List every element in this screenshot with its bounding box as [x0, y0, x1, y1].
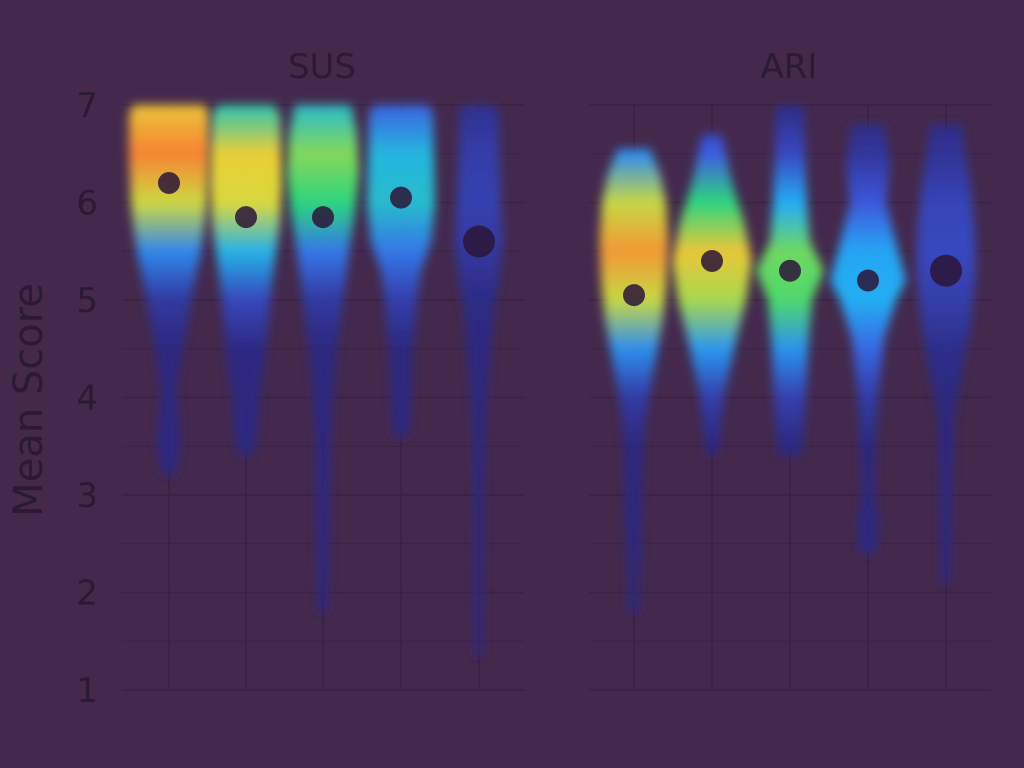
- violin-ari-2: [672, 134, 752, 456]
- violin-body-ari-4: [830, 124, 906, 554]
- violin-body-ari-2: [672, 134, 752, 456]
- panel-title-sus: SUS: [288, 47, 356, 87]
- median-point-ari-2: [701, 250, 723, 272]
- y-tick-label-6: 6: [76, 184, 98, 224]
- violin-sus-2: [210, 105, 282, 456]
- median-point-ari-1: [623, 284, 645, 307]
- panel-title-ari: ARI: [761, 47, 818, 87]
- panel-sus-violins: [129, 105, 503, 656]
- violin-body-ari-1: [599, 148, 669, 612]
- median-point-sus-3: [312, 206, 334, 229]
- violin-ari-4: [830, 124, 906, 554]
- y-tick-label-5: 5: [76, 281, 98, 321]
- violin-ari-5: [916, 124, 976, 583]
- median-point-sus-4: [390, 186, 412, 209]
- y-tick-label-1: 1: [76, 671, 98, 711]
- y-tick-label-7: 7: [76, 86, 98, 126]
- violin-sus-4: [367, 105, 435, 437]
- y-axis-label: Mean Score: [6, 283, 52, 517]
- violin-body-sus-3: [287, 105, 359, 612]
- violin-sus-1: [129, 105, 209, 476]
- violin-body-sus-4: [367, 105, 435, 437]
- median-point-ari-3: [779, 259, 801, 282]
- y-tick-label-4: 4: [76, 379, 98, 419]
- median-point-ari-5: [930, 254, 962, 287]
- y-tick-label-3: 3: [76, 476, 98, 516]
- violin-sus-3: [287, 105, 359, 612]
- median-point-sus-1: [158, 172, 180, 194]
- median-point-ari-4: [857, 269, 879, 292]
- y-tick-label-2: 2: [76, 574, 98, 614]
- violin-sus-5: [455, 105, 503, 656]
- violin-body-sus-1: [129, 105, 209, 476]
- violin-body-ari-5: [916, 124, 976, 583]
- y-axis-title: Mean Score: [6, 283, 52, 517]
- panel-ari-violins: [599, 105, 976, 612]
- violin-body-sus-2: [210, 105, 282, 456]
- violin-body-sus-5: [455, 105, 503, 656]
- panel-ari: ARI: [589, 47, 991, 691]
- median-point-sus-5: [463, 225, 495, 258]
- y-axis-ticks: 1 2 3 4 5 6 7: [76, 86, 98, 711]
- violin-ari-1: [599, 148, 669, 612]
- panel-sus: SUS: [122, 47, 524, 691]
- median-point-sus-2: [235, 206, 257, 229]
